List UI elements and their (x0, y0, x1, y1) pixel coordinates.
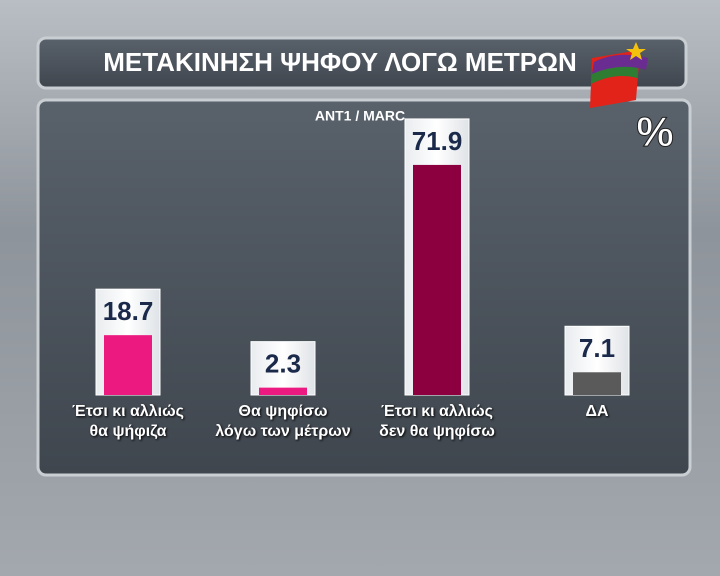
category-label: Έτσι κι αλλιώς θα ψήφιζα (72, 403, 184, 440)
unit-label: % (636, 108, 673, 155)
bar (573, 372, 621, 395)
bar (104, 335, 152, 395)
subtitle: ANT1 / MARC (315, 108, 405, 124)
value-label: 71.9 (412, 126, 463, 156)
category-label: Θα ψηφίσω λόγω των μέτρων (215, 403, 351, 440)
bar (413, 164, 461, 395)
value-label: 7.1 (579, 333, 615, 363)
value-box (250, 341, 316, 396)
party-logo (590, 42, 648, 108)
category-label: Έτσι κι αλλιώς δεν θα ψηφίσω (379, 403, 495, 440)
value-label: 18.7 (103, 296, 154, 326)
plot-panel (36, 98, 692, 477)
chart-title: ΜΕΤΑΚΙΝΗΣΗ ΨΗΦΟΥ ΛΟΓΩ ΜΕΤΡΩΝ (103, 47, 577, 77)
category-label: ΔΑ (585, 403, 609, 420)
bar (259, 387, 307, 395)
value-label: 2.3 (265, 349, 301, 379)
title-bar (36, 36, 688, 90)
